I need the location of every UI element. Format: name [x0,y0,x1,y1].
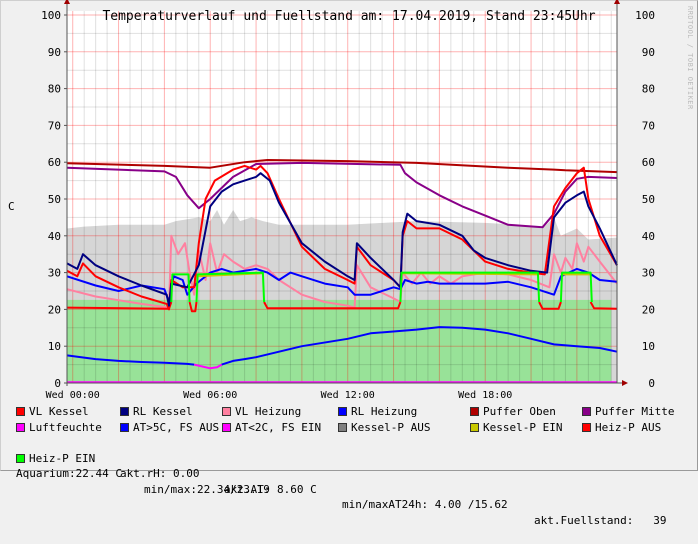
chart-plot: 0 0 10 10 20 20 30 30 40 40 50 50 60 60 70 70 80 80 90 90 10… [41,0,655,401]
legend-swatch [16,453,25,463]
y-tick-label-right: 100 [635,9,655,22]
legend-item: Puffer Oben [470,404,556,420]
chart-title: Temperaturverlauf und Fuellstand am: 17.… [102,9,596,24]
minmax-at-24h: min/maxAT24h: 4.00 /15.62 [342,498,508,511]
y-tick-label: 0 [54,377,61,390]
y-tick-label: 100 [41,9,61,22]
y-tick-label-right: 20 [642,303,655,316]
legend-label: VL Heizung [235,405,302,418]
area-1 [67,299,612,383]
y-tick-label: 70 [48,119,61,132]
series-at-2c-fs-ein [193,363,223,370]
series-heiz-p-ein [170,271,593,303]
watermark: RRDTOOL / TOBI OETIKER [686,6,694,110]
series-vl-heizung [66,234,618,309]
akt-fuellstand: akt.Fuellstand: 39 [534,513,667,527]
aquarium-temp: Aquarium:22.44 C [16,467,122,480]
legend-swatch [222,422,231,432]
y-tick-label: 80 [48,83,61,96]
y-tick-label: 60 [48,156,61,169]
legend-item: VL Heizung [222,404,301,420]
x-tick-label: Wed 18:00 [458,390,512,401]
y-axis-arrow [64,0,70,4]
legend-item: Puffer Mitte [582,404,674,420]
y-tick-label: 30 [48,267,61,280]
legend-item: AT>5C, FS AUS [120,420,219,436]
legend-swatch [222,407,231,416]
y-tick-label-right: 70 [642,119,655,132]
x-axis-arrow [622,380,628,386]
y-tick-label-right: 90 [642,46,655,59]
series-rl-heizung [66,267,618,303]
y-tick-label-right: 30 [642,267,655,280]
series-puffer-oben [66,159,618,174]
legend-label: VL Kessel [29,405,89,418]
y-tick-label-right: 50 [642,193,655,206]
legend-label: Luftfeuchte [29,420,102,434]
legend-item: RL Heizung [338,404,417,420]
legend-label: Kessel-P AUS [351,420,431,434]
legend-swatch [338,422,347,432]
y-tick-label-right: 60 [642,156,655,169]
y-tick-label: 90 [48,46,61,59]
legend-row-1: VL Kessel RL Kessel VL Heizung RL Heizung Pu… [16,404,674,420]
legend-label: AT>5C, FS AUS [133,420,220,434]
y-tick-label-right: 40 [642,230,655,243]
series-at [221,326,618,366]
legend-swatch [470,407,479,416]
legend-label: Puffer Mitte [595,405,675,418]
legend-item: AT<2C, FS EIN [222,420,321,436]
legend-swatch [470,422,479,432]
series-at-5c-fs-aus [66,354,195,366]
legend-item-heiz-p-ein: Heiz-P EIN [16,451,95,467]
legend-swatch [582,407,591,416]
legend-label: Kessel-P EIN [483,420,563,434]
y-axis-arrow-right [614,0,620,4]
y-tick-label-right: 80 [642,83,655,96]
legend-label: Heiz-P AUS [595,420,662,434]
legend-item: Kessel-P EIN [470,420,562,436]
legend-swatch [16,422,25,432]
aquarium-minmax: min/max:22.34/23.19 [144,482,270,496]
legend-item: RL Kessel [120,404,193,420]
y-tick-label: 40 [48,230,61,243]
legend-item: VL Kessel [16,404,89,420]
legend-row-2: Luftfeuchte AT>5C, FS AUS AT<2C, FS EIN Kes… [16,420,661,436]
legend-row-3: Heiz-P EIN akt.rH: 0.00 akt.AT: 8.60 C m… [16,435,666,527]
legend-swatch [338,407,347,416]
legend-swatch [582,422,591,432]
legend-label: AT<2C, FS EIN [235,420,322,434]
series-puffer-mitte [66,161,618,229]
y-tick-label-right: 0 [648,377,655,390]
legend-item: Kessel-P AUS [338,420,430,436]
legend-swatch [120,422,129,432]
y-tick-label: 50 [48,193,61,206]
y-tick-label-right: 10 [642,340,655,353]
legend-label: Puffer Oben [483,405,556,418]
legend: VL Kessel RL Kessel VL Heizung RL Heizung Pu… [16,404,674,527]
legend-item: Luftfeuchte [16,420,102,436]
x-tick-label: Wed 06:00 [183,390,237,401]
legend-swatch [16,407,25,416]
legend-item: Heiz-P AUS [582,420,661,436]
legend-swatch [120,407,129,416]
y-tick-label: 20 [48,303,61,316]
x-tick-label: Wed 12:00 [321,390,375,401]
legend-row-4: Aquarium:22.44 C min/max:22.34/23.19 [16,451,270,496]
akt-rh: akt.rH: 0.00 [120,467,200,480]
x-tick-label: Wed 00:00 [46,390,100,401]
legend-label: Heiz-P EIN [29,451,96,465]
legend-label: RL Kessel [133,405,193,418]
y-tick-label: 10 [48,340,61,353]
legend-label: RL Heizung [351,405,418,418]
y-axis-label: C [8,200,15,213]
series-rl-kessel [66,172,618,307]
